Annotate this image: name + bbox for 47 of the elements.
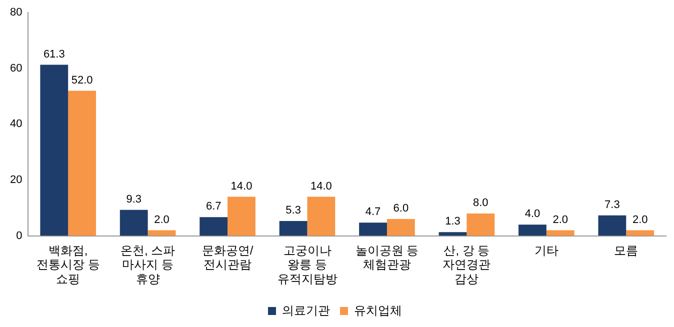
x-tick-label: 온천, 스파 마사지 등 휴양 bbox=[120, 243, 176, 286]
x-tick-label: 문화공연/ 전시관람 bbox=[202, 243, 254, 272]
data-label: 14.0 bbox=[230, 180, 252, 192]
bar bbox=[200, 217, 228, 236]
data-label: 2.0 bbox=[552, 214, 568, 226]
data-label: 14.0 bbox=[310, 180, 332, 192]
bar bbox=[228, 196, 256, 236]
y-tick-label: 40 bbox=[10, 118, 22, 130]
bar bbox=[546, 230, 574, 236]
y-tick-label: 0 bbox=[16, 230, 22, 242]
data-label: 7.3 bbox=[604, 198, 620, 211]
x-tick-label: 고궁이나 왕릉 등 유적지탐방 bbox=[277, 243, 338, 286]
data-label: 2.0 bbox=[154, 214, 170, 226]
bar bbox=[279, 221, 308, 236]
data-label: 4.7 bbox=[365, 206, 381, 218]
bar bbox=[518, 224, 546, 236]
bar bbox=[40, 64, 68, 236]
data-label: 52.0 bbox=[71, 74, 93, 86]
data-label: 8.0 bbox=[473, 197, 488, 210]
bar bbox=[466, 213, 495, 236]
x-tick-label: 기타 bbox=[534, 243, 558, 258]
bar bbox=[307, 196, 336, 236]
legend-label: 유치업체 bbox=[354, 303, 402, 318]
data-label: 1.3 bbox=[445, 216, 460, 228]
x-tick-label: 산, 강 등 자연경관 감상 bbox=[442, 243, 491, 286]
data-label: 5.3 bbox=[286, 204, 301, 217]
bar bbox=[359, 222, 387, 236]
legend-label: 의료기관 bbox=[282, 303, 330, 318]
bar bbox=[386, 219, 415, 236]
bar bbox=[626, 230, 654, 236]
bar bbox=[438, 232, 467, 236]
bar bbox=[120, 210, 148, 236]
data-label: 6.7 bbox=[206, 200, 222, 213]
y-tick-label: 60 bbox=[10, 62, 22, 74]
y-tick-label: 20 bbox=[10, 174, 22, 186]
x-tick-label: 백화점, 전통시장 등 쇼핑 bbox=[36, 243, 100, 286]
bar bbox=[598, 215, 626, 236]
data-label: 9.3 bbox=[126, 193, 142, 206]
y-tick-label: 80 bbox=[10, 6, 22, 19]
bar bbox=[68, 90, 96, 236]
x-tick-label: 모름 bbox=[614, 243, 638, 258]
data-label: 2.0 bbox=[632, 214, 648, 226]
data-label: 4.0 bbox=[524, 208, 540, 220]
x-tick-label: 놀이공원 등 체험관광 bbox=[355, 243, 419, 272]
data-label: 61.3 bbox=[43, 48, 65, 60]
data-label: 6.0 bbox=[393, 202, 409, 215]
bar bbox=[148, 230, 176, 236]
